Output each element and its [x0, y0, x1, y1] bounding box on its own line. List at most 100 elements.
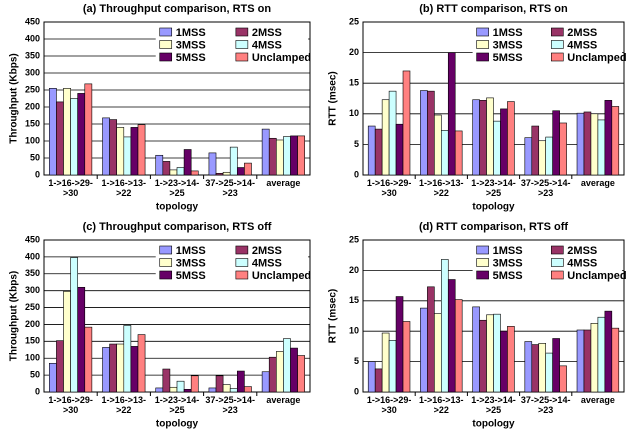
legend-swatch [476, 40, 489, 49]
bar [49, 88, 57, 176]
x-tick-label: 1->23->14->25 [154, 178, 200, 198]
legend-swatch [551, 270, 564, 280]
x-tick-label: 37->25->14->23 [205, 395, 255, 415]
bar [283, 136, 291, 176]
bar [244, 162, 252, 176]
bar [402, 321, 411, 393]
y-tick-label: 250 [25, 302, 40, 312]
y-tick-label: 0 [35, 169, 40, 179]
bar [215, 375, 224, 393]
bar [374, 128, 383, 176]
bar [454, 130, 463, 176]
bar [604, 310, 613, 393]
y-tick-label: 5 [354, 139, 359, 149]
x-tick-label-box: 1->23->14->25 [154, 178, 200, 198]
legend-label: 4MSS [252, 39, 282, 51]
legend-swatch [159, 40, 173, 49]
legend-swatch [476, 27, 489, 37]
x-axis-label: topology [472, 419, 515, 430]
bar [290, 347, 298, 393]
bar [395, 296, 404, 393]
bar [190, 375, 199, 393]
legend-label: 5MSS [176, 52, 206, 64]
bar [130, 127, 139, 176]
legend-swatch [235, 258, 249, 267]
bar [611, 106, 620, 176]
bar [507, 326, 515, 393]
bar [63, 88, 71, 176]
bar [538, 343, 546, 393]
legend-label: 5MSS [493, 52, 523, 64]
bar [109, 119, 118, 176]
x-tick-label: 1->16->13->22 [419, 395, 464, 415]
bar [531, 344, 540, 393]
x-tick-label: 37->25->14->23 [520, 178, 571, 198]
bar [183, 149, 192, 176]
bar [427, 286, 435, 393]
bar [215, 173, 224, 176]
x-tick-label: 37->25->14->23 [520, 395, 571, 415]
y-tick-label: 450 [25, 234, 40, 244]
x-tick-label-box: 1->23->14->25 [471, 395, 516, 415]
legend-swatch [551, 40, 564, 49]
bar [84, 326, 93, 393]
legend-label: 2MSS [567, 245, 597, 257]
y-tick-label: 300 [25, 285, 40, 295]
legend-swatch [551, 258, 564, 267]
x-tick-label-box: 37->25->14->23 [205, 395, 255, 415]
legend-label: 2MSS [252, 27, 282, 39]
bar [590, 322, 599, 393]
bar [268, 356, 277, 393]
bar [395, 123, 404, 176]
bar [261, 371, 270, 393]
bar [276, 139, 284, 176]
legend-label: Unclamped [567, 270, 626, 282]
bar [229, 146, 238, 176]
y-tick-label: 200 [25, 101, 40, 111]
bar [479, 319, 487, 393]
bar [109, 343, 118, 393]
legend-box [155, 243, 308, 283]
bar [500, 330, 508, 393]
bar [176, 380, 185, 393]
chart-title: (a) Throughput comparison, RTS on [83, 3, 271, 15]
y-tick-label: 0 [354, 169, 359, 179]
bar [70, 257, 78, 393]
legend-swatch [159, 52, 173, 62]
bar [130, 346, 139, 393]
legend-label: 1MSS [493, 27, 523, 39]
y-tick-label: 150 [25, 118, 40, 128]
chart-title: (d) RTT comparison, RTS off [419, 221, 568, 233]
bar [538, 140, 546, 176]
bar [434, 313, 442, 393]
x-tick-label: 1->16->29->30 [48, 178, 93, 198]
bar [137, 334, 146, 393]
x-tick-label: 1->16->13->22 [101, 395, 147, 415]
y-tick-label: 100 [25, 135, 40, 145]
x-tick-label-box: 1->16->29->30 [366, 395, 412, 415]
bar [500, 108, 508, 176]
legend-swatch [235, 245, 249, 255]
y-tick-label: 300 [25, 67, 40, 77]
bar [229, 388, 238, 393]
bar [222, 171, 231, 176]
bar [486, 97, 494, 176]
x-tick-label: 1->16->29->30 [366, 395, 412, 415]
bar [236, 167, 245, 176]
x-tick-label: average [580, 178, 615, 188]
y-axis-label: Throughput (Kbps) [9, 271, 20, 362]
bar [77, 93, 86, 176]
bar [116, 127, 125, 176]
legend-label: 5MSS [493, 270, 523, 282]
bar [559, 365, 567, 393]
legend-label: 2MSS [567, 27, 597, 39]
bar [155, 154, 164, 176]
y-tick-label: 50 [30, 369, 40, 379]
x-tick-label: 1->16->13->22 [419, 178, 464, 198]
y-tick-label: 250 [25, 84, 40, 94]
legend-label: 3MSS [493, 257, 523, 269]
y-tick-label: 400 [25, 33, 40, 43]
y-tick-label: 450 [25, 16, 40, 26]
x-tick-label-box: 1->23->14->25 [471, 178, 516, 198]
y-tick-label: 25 [349, 234, 359, 244]
